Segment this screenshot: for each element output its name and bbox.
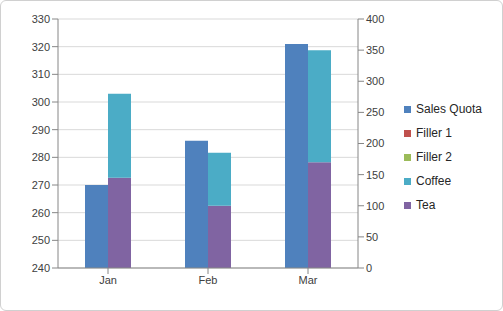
svg-text:250: 250	[366, 106, 384, 118]
svg-text:290: 290	[32, 124, 50, 136]
svg-text:270: 270	[32, 179, 50, 191]
svg-text:310: 310	[32, 68, 50, 80]
html-text:Coffee: Coffee	[416, 174, 452, 188]
html-text:Tea: Tea	[416, 198, 436, 212]
svg-text:150: 150	[366, 169, 384, 181]
svg-text:330: 330	[32, 13, 50, 25]
html-text:Sales Quota: Sales Quota	[416, 102, 482, 116]
svg-text:250: 250	[32, 234, 50, 246]
svg-text:300: 300	[366, 75, 384, 87]
svg-text:Jan: Jan	[99, 274, 117, 286]
svg-text:280: 280	[32, 151, 50, 163]
svg-text:200: 200	[366, 137, 384, 149]
html-text:Filler 1: Filler 1	[416, 126, 452, 140]
svg-text:300: 300	[32, 96, 50, 108]
html-text:Filler 2: Filler 2	[416, 150, 452, 164]
svg-text:Mar: Mar	[299, 274, 318, 286]
svg-text:400: 400	[366, 13, 384, 25]
svg-text:260: 260	[32, 207, 50, 219]
svg-text:50: 50	[366, 231, 378, 243]
svg-text:320: 320	[32, 41, 50, 53]
svg-text:100: 100	[366, 200, 384, 212]
svg-text:350: 350	[366, 44, 384, 56]
svg-text:Feb: Feb	[199, 274, 218, 286]
svg-text:240: 240	[32, 262, 50, 274]
svg-text:0: 0	[366, 262, 372, 274]
